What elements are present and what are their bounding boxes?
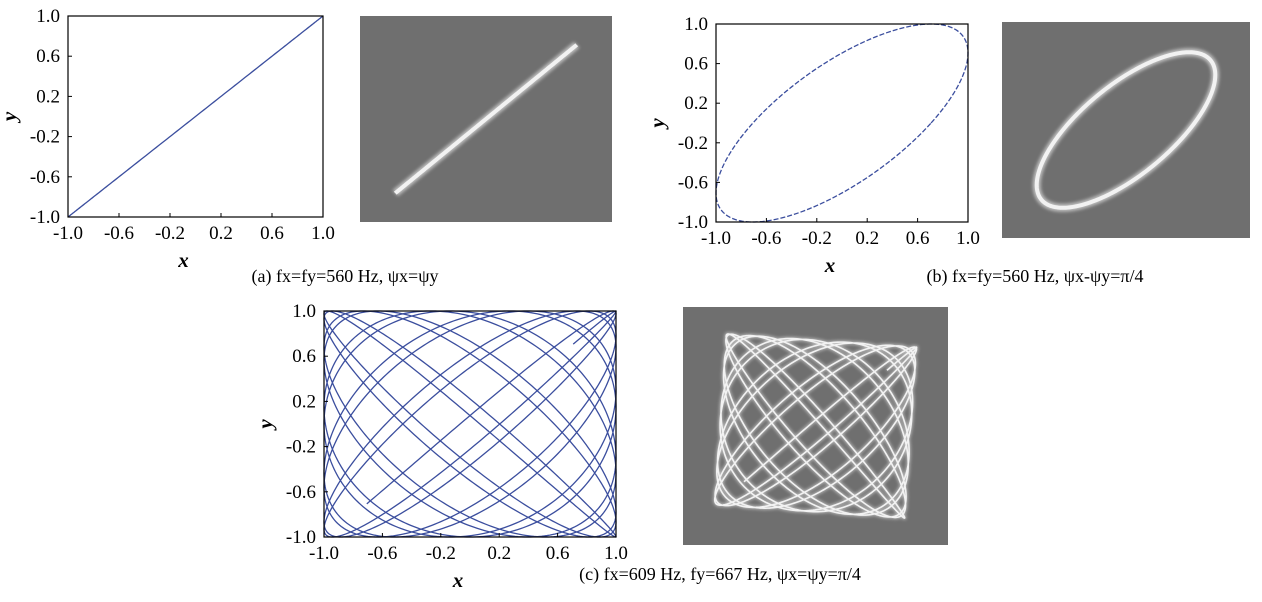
x-axis-label: x bbox=[177, 248, 189, 272]
plot-frame bbox=[67, 15, 324, 218]
photo-line bbox=[1034, 50, 1218, 210]
curve bbox=[67, 15, 324, 218]
photo-trace bbox=[392, 41, 580, 197]
y-tick-label: 0.6 bbox=[36, 46, 60, 67]
x-tick-label: -1.0 bbox=[309, 543, 339, 564]
y-tick-label: 1.0 bbox=[684, 14, 708, 35]
y-axis-label: y bbox=[645, 118, 669, 131]
x-tick-label: 1.0 bbox=[956, 228, 980, 249]
caption: (a) fx=fy=560 Hz, ψx=ψy bbox=[252, 266, 439, 287]
y-tick-label: -1.0 bbox=[30, 207, 60, 228]
y-tick-label: -0.2 bbox=[286, 437, 316, 458]
photo-line bbox=[713, 333, 918, 519]
x-tick-label: -0.2 bbox=[155, 223, 185, 244]
x-tick-label: 0.6 bbox=[260, 223, 284, 244]
x-tick-label: -0.2 bbox=[802, 228, 832, 249]
x-tick-label: 0.2 bbox=[209, 223, 233, 244]
y-tick-label: 1.0 bbox=[36, 6, 60, 27]
x-tick-label: 0.6 bbox=[546, 543, 570, 564]
x-tick-label: 1.0 bbox=[604, 543, 628, 564]
y-tick-label: 0.2 bbox=[36, 86, 60, 107]
x-axis-label: x bbox=[824, 253, 836, 277]
y-axis-label: y bbox=[0, 111, 21, 124]
curve bbox=[715, 23, 969, 223]
y-tick-label: -0.2 bbox=[30, 127, 60, 148]
y-tick-label: -1.0 bbox=[678, 212, 708, 233]
y-tick-label: -0.2 bbox=[678, 133, 708, 154]
x-tick-label: -1.0 bbox=[53, 223, 83, 244]
y-tick-label: 0.2 bbox=[684, 93, 708, 114]
y-tick-label: -0.6 bbox=[286, 482, 316, 503]
x-tick-label: -0.6 bbox=[367, 543, 397, 564]
plot-frame bbox=[715, 23, 969, 223]
y-tick-label: 0.6 bbox=[684, 54, 708, 75]
photo-trace bbox=[713, 332, 919, 520]
y-tick-label: -0.6 bbox=[678, 172, 708, 193]
photo-trace bbox=[1032, 48, 1220, 212]
x-tick-label: -1.0 bbox=[701, 228, 731, 249]
photo bbox=[1002, 22, 1250, 238]
y-axis-label: y bbox=[253, 419, 277, 432]
x-tick-label: -0.6 bbox=[751, 228, 781, 249]
x-axis-label: x bbox=[452, 568, 464, 592]
caption: (b) fx=fy=560 Hz, ψx-ψy=π/4 bbox=[926, 266, 1143, 287]
y-tick-label: -1.0 bbox=[286, 527, 316, 548]
x-tick-label: -0.6 bbox=[104, 223, 134, 244]
x-tick-label: -0.2 bbox=[426, 543, 456, 564]
photo-line bbox=[393, 43, 579, 195]
caption: (c) fx=609 Hz, fy=667 Hz, ψx=ψy=π/4 bbox=[579, 564, 861, 585]
y-tick-label: 0.2 bbox=[292, 391, 316, 412]
curve bbox=[323, 310, 617, 538]
y-tick-label: -0.6 bbox=[30, 167, 60, 188]
x-tick-label: 0.2 bbox=[487, 543, 511, 564]
x-tick-label: 0.2 bbox=[855, 228, 879, 249]
x-tick-label: 1.0 bbox=[311, 223, 335, 244]
plot-frame bbox=[323, 310, 617, 538]
y-tick-label: 1.0 bbox=[292, 301, 316, 322]
x-tick-label: 0.6 bbox=[906, 228, 930, 249]
y-tick-label: 0.6 bbox=[292, 346, 316, 367]
